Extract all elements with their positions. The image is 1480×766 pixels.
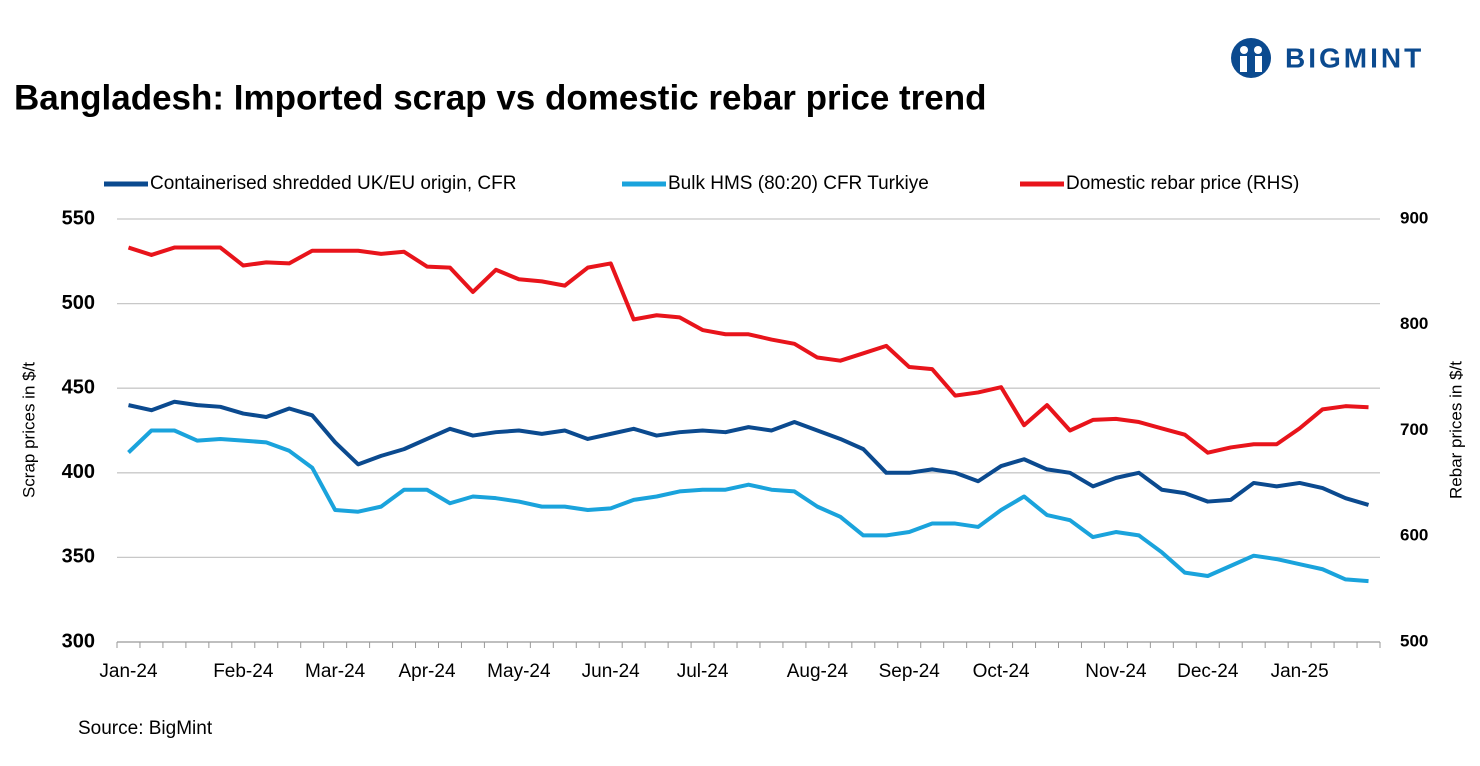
y-tick-label: 350: [62, 546, 95, 568]
x-tick-label: Dec-24: [1177, 661, 1239, 682]
y2-tick-label: 500: [1400, 631, 1428, 650]
x-tick-label: Jun-24: [582, 661, 641, 682]
x-tick-label: Sep-24: [879, 661, 941, 682]
series-line: [127, 428, 1369, 584]
y-tick-label: 500: [62, 292, 95, 314]
x-tick-label: Jan-24: [99, 661, 158, 682]
y-tick-label: 450: [62, 376, 95, 398]
series-line: [127, 245, 1369, 455]
y2-tick-label: 600: [1400, 526, 1428, 545]
x-tick-label: Jul-24: [677, 661, 729, 682]
y-tick-label: 550: [62, 207, 95, 229]
y-tick-label: 300: [62, 630, 95, 652]
legend-label: Containerised shredded UK/EU origin, CFR: [150, 173, 516, 194]
legend-label: Bulk HMS (80:20) CFR Turkiye: [668, 173, 929, 194]
x-tick-label: Apr-24: [398, 661, 455, 682]
x-tick-label: Feb-24: [213, 661, 274, 682]
legend-label: Domestic rebar price (RHS): [1066, 173, 1299, 194]
chart-title: Bangladesh: Imported scrap vs domestic r…: [14, 78, 987, 117]
x-tick-label: Jan-25: [1271, 661, 1329, 682]
source: Source: BigMint: [78, 718, 213, 739]
logo-icon: [1231, 38, 1271, 78]
y2-tick-label: 900: [1400, 208, 1428, 227]
y2-tick-label: 800: [1400, 314, 1428, 333]
y-tick-label: 400: [62, 461, 95, 483]
x-tick-label: May-24: [487, 661, 551, 682]
series-line: [128, 399, 1370, 507]
y-axis-title: Scrap prices in $/t: [19, 362, 38, 498]
y2-axis-title: Rebar prices in $/t: [1446, 361, 1465, 499]
x-tick-label: Mar-24: [305, 661, 366, 682]
x-tick-label: Oct-24: [973, 661, 1030, 682]
logo-text: BIGMINT: [1285, 42, 1424, 73]
y2-tick-label: 700: [1400, 420, 1428, 439]
x-tick-label: Aug-24: [787, 661, 849, 682]
x-tick-label: Nov-24: [1085, 661, 1147, 682]
